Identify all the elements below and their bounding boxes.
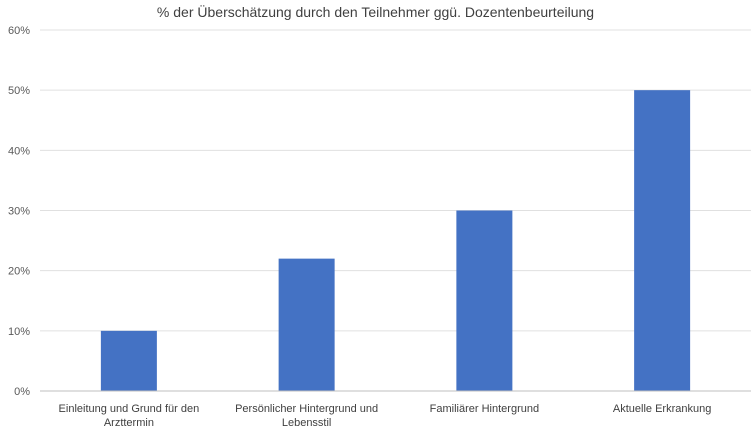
bar: [278, 258, 335, 391]
category-label: Einleitung und Grund für den Arzttermin: [59, 403, 200, 429]
y-tick-label: 0%: [14, 386, 30, 398]
y-tick-label: 50%: [8, 85, 30, 97]
category-label: Persönlicher Hintergrund und Lebensstil: [235, 403, 378, 429]
chart-title: % der Überschätzung durch den Teilnehmer…: [156, 4, 595, 20]
bar: [456, 210, 513, 391]
bar: [100, 330, 157, 391]
y-tick-label: 30%: [8, 206, 30, 218]
category-label: Familiärer Hintergrund: [430, 403, 539, 415]
y-tick-label: 10%: [8, 326, 30, 338]
bars: [100, 90, 691, 392]
labels: 0% 10% 20% 30% 40% 50% 60% Einleitung und Grund…: [8, 25, 711, 429]
y-tick-label: 60%: [8, 25, 30, 37]
gridlines: [40, 29, 751, 332]
y-tick-label: 40%: [8, 145, 30, 157]
category-label: Aktuelle Erkrankung: [613, 403, 711, 415]
bar: [634, 90, 691, 392]
y-tick-label: 20%: [8, 266, 30, 278]
